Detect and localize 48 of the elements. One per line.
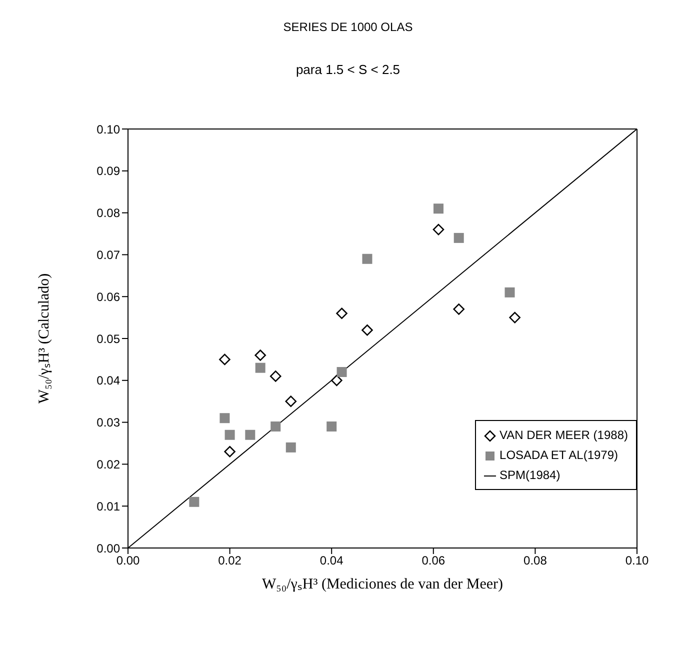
point — [255, 362, 266, 373]
chart-title: SERIES DE 1000 OLAS — [282, 20, 414, 34]
x-axis-title: W₅₀/γₛH³ (Mediciones de van der Meer) — [262, 576, 504, 593]
y-axis-title: W₅₀/γₛH³ (Calculado) — [36, 273, 52, 404]
point — [286, 442, 296, 452]
x-tick-label: 0.10 — [625, 554, 649, 568]
point — [245, 430, 256, 440]
point — [224, 446, 236, 458]
y-tick-label: 0.08 — [96, 206, 120, 220]
point — [224, 430, 235, 440]
point — [331, 374, 342, 386]
y-tick-label: 0.01 — [96, 499, 120, 514]
legend-label: SPM(1984) — [498, 467, 562, 484]
point — [220, 413, 230, 424]
point — [270, 421, 281, 432]
x-tick-label: 0.00 — [116, 554, 140, 568]
point — [509, 312, 520, 324]
point — [254, 350, 266, 361]
y-tick-label: 0.06 — [96, 290, 120, 304]
x-tick-label: 0.06 — [422, 554, 446, 568]
y-tick-label: 0.09 — [96, 164, 120, 178]
legend-label: LOSADA ET AL(1979) — [498, 447, 620, 464]
legend-label: VAN DER MEER (1988) — [498, 427, 628, 444]
y-tick-label: 0.04 — [96, 374, 120, 388]
point — [285, 396, 297, 407]
point — [362, 254, 372, 264]
point — [270, 370, 282, 382]
point — [433, 204, 444, 214]
point — [189, 496, 200, 507]
point — [504, 287, 515, 298]
x-tick-label: 0.08 — [524, 554, 548, 568]
point — [326, 421, 337, 432]
chart-subtitle: para 1.5 < S < 2.5 — [294, 62, 402, 77]
y-tick-label: 0.07 — [96, 248, 120, 262]
point — [453, 304, 464, 315]
point — [454, 232, 464, 243]
y-tick-label: 0.00 — [96, 541, 120, 556]
point — [432, 224, 444, 236]
point — [336, 308, 348, 320]
y-tick-label: 0.10 — [96, 122, 120, 136]
point — [362, 324, 373, 336]
y-tick-label: 0.03 — [96, 416, 120, 430]
x-tick-label: 0.04 — [320, 554, 344, 568]
point — [336, 367, 347, 378]
x-tick-label: 0.02 — [218, 554, 242, 568]
point — [219, 354, 230, 366]
y-tick-label: 0.02 — [96, 457, 120, 472]
y-tick-label: 0.05 — [96, 332, 120, 346]
